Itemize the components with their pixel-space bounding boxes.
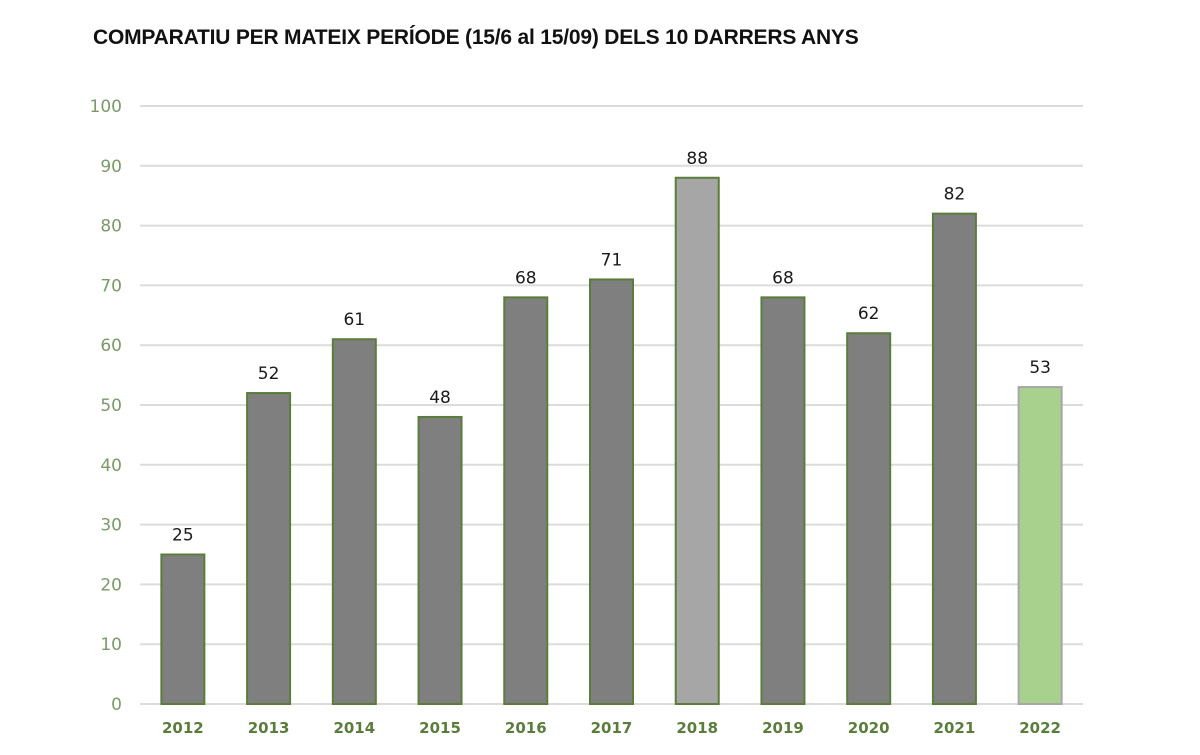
bar-2022 — [1017, 386, 1063, 705]
chart-title: COMPARATIU PER MATEIX PERÍODE (15/6 al 1… — [93, 26, 859, 49]
x-tick-label: 2022 — [1019, 719, 1061, 737]
data-label-2021: 82 — [944, 185, 966, 205]
x-axis-ticks: 2012 2013 2014 2015 2016 2017 2018 2019 2020 2021… — [162, 719, 1061, 737]
x-tick-label: 2014 — [333, 719, 375, 737]
y-tick-label: 70 — [100, 276, 122, 296]
x-tick-label: 2016 — [505, 719, 547, 737]
bar-2017 — [589, 278, 634, 705]
data-label-2022: 53 — [1029, 358, 1051, 378]
bar-2015 — [417, 415, 463, 705]
data-label-2016: 68 — [515, 268, 537, 288]
y-tick-label: 80 — [100, 217, 122, 237]
x-tick-label: 2012 — [162, 719, 204, 737]
bar-2012 — [160, 553, 206, 705]
y-tick-label: 100 — [90, 97, 122, 117]
data-label-2015: 48 — [429, 388, 451, 408]
y-tick-label: 90 — [100, 157, 122, 177]
bar-2019 — [760, 296, 806, 705]
y-tick-label: 0 — [111, 695, 122, 715]
data-label-2013: 52 — [258, 364, 280, 384]
bar-2018 — [674, 176, 720, 705]
x-tick-label: 2020 — [848, 719, 890, 737]
y-tick-label: 50 — [100, 396, 122, 416]
bar-2016 — [503, 296, 549, 705]
bar-2021 — [931, 212, 977, 705]
data-label-2012: 25 — [172, 526, 194, 546]
y-tick-label: 30 — [100, 516, 122, 536]
data-label-2018: 88 — [686, 149, 708, 169]
y-axis-ticks: 0 10 20 30 40 50 60 70 80 90 100 — [90, 97, 122, 715]
x-tick-label: 2013 — [248, 719, 290, 737]
y-tick-label: 60 — [100, 336, 122, 356]
bar-2020 — [846, 332, 892, 705]
x-tick-label: 2021 — [934, 719, 976, 737]
x-tick-label: 2017 — [591, 719, 633, 737]
data-label-2019: 68 — [772, 268, 794, 288]
bar-2013 — [246, 392, 292, 705]
data-labels: 25 52 61 48 68 71 88 68 62 82 53 — [172, 149, 1051, 546]
data-label-2017: 71 — [601, 250, 623, 270]
y-tick-label: 20 — [100, 575, 122, 595]
bar-2014 — [331, 338, 377, 705]
y-tick-label: 40 — [100, 456, 122, 476]
data-label-2020: 62 — [858, 304, 880, 324]
x-tick-label: 2018 — [676, 719, 718, 737]
x-tick-label: 2015 — [419, 719, 461, 737]
x-tick-label: 2019 — [762, 719, 804, 737]
y-tick-label: 10 — [100, 635, 122, 655]
data-label-2014: 61 — [343, 310, 365, 330]
bars — [160, 176, 1063, 705]
